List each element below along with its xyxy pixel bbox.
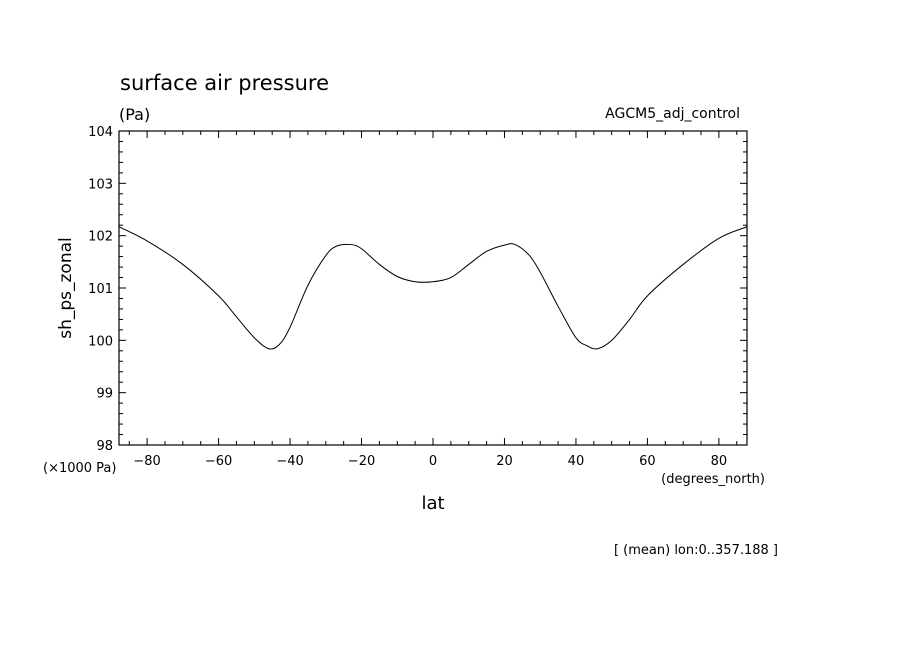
y-tick-label: 98: [96, 439, 113, 454]
x-axis-ticks: −80 −60 −40 −20 0 20 40 60 80: [128, 131, 738, 469]
series-group: [118, 226, 748, 350]
x-tick-label: −60: [205, 454, 232, 469]
x-tick-label: 0: [429, 454, 437, 469]
dataset-label: AGCM5_adj_control: [605, 106, 740, 122]
y-tick-label: 102: [88, 230, 113, 245]
x-tick-label: −40: [276, 454, 303, 469]
y-tick-label: 100: [88, 334, 113, 349]
x-tick-label: −80: [133, 454, 160, 469]
y-axis-label: sh_ps_zonal: [56, 237, 76, 339]
chart-title: surface air pressure: [120, 71, 329, 95]
x-tick-label: 80: [711, 454, 728, 469]
units-label: (Pa): [119, 105, 150, 124]
x-tick-label: 20: [496, 454, 513, 469]
x-axis-label: lat: [421, 493, 444, 514]
y-axis-ticks: 98 99 100 101 102 103 104: [88, 125, 747, 454]
x-tick-label: −20: [348, 454, 375, 469]
plot-frame: [118, 130, 748, 446]
y-tick-label: 104: [88, 125, 113, 140]
x-tick-label: 40: [568, 454, 585, 469]
y-tick-label: 101: [88, 282, 113, 297]
y-scale-label: (×1000 Pa): [43, 461, 116, 476]
x-units-label: (degrees_north): [661, 472, 765, 487]
series-line-sh_ps_zonal: [118, 226, 748, 350]
y-tick-label: 103: [88, 177, 113, 192]
y-tick-label: 99: [96, 387, 113, 402]
footer-note: [ (mean) lon:0..357.188 ]: [614, 543, 778, 558]
x-tick-label: 60: [639, 454, 656, 469]
